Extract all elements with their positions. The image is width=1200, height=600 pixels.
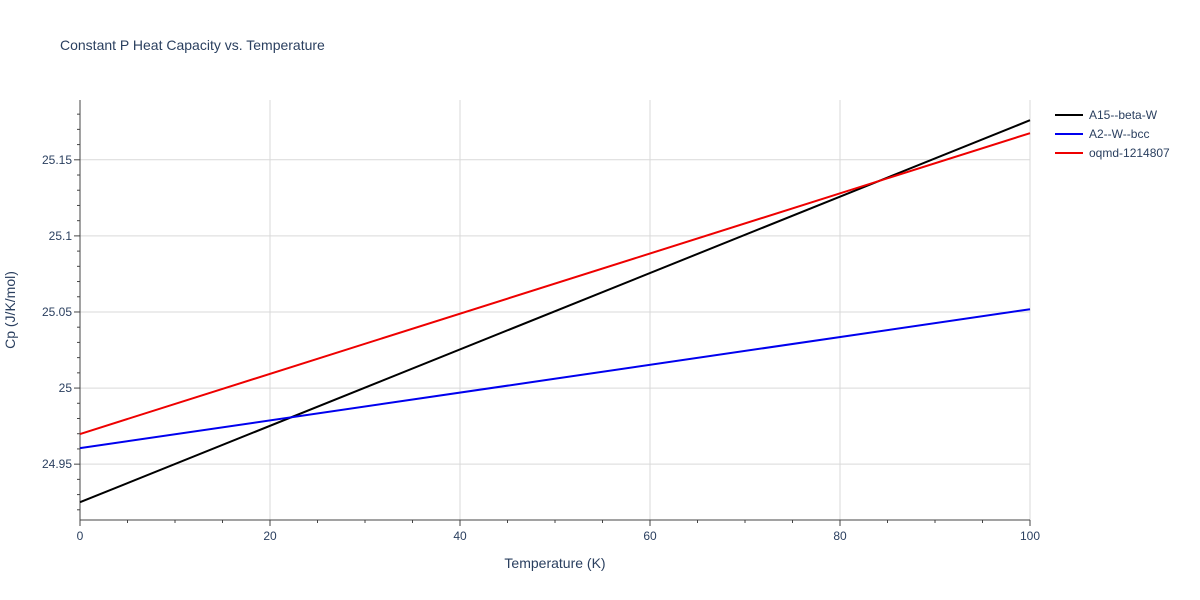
x-axis-title: Temperature (K) — [504, 555, 605, 571]
series-line-3 — [79, 132, 1031, 435]
y-axis-title: Cp (J/K/mol) — [2, 271, 18, 349]
legend-label: A15--beta-W — [1089, 108, 1158, 122]
axes: 0 20 40 60 80 100 24.95 25 25.05 25.1 25.15 — [42, 100, 1040, 543]
y-tick-label: 25.1 — [49, 229, 73, 243]
series-line-2 — [79, 308, 1031, 450]
y-tick-label: 25 — [59, 381, 73, 395]
x-tick-label: 60 — [643, 529, 657, 543]
legend[interactable]: A15--beta-W A2--W--bcc oqmd-1214807 — [1055, 108, 1170, 160]
x-tick-label: 100 — [1020, 529, 1040, 543]
x-tick-label: 80 — [833, 529, 847, 543]
grid — [80, 100, 1031, 520]
series-lines — [79, 119, 1031, 504]
chart-title: Constant P Heat Capacity vs. Temperature — [60, 37, 325, 53]
x-tick-label: 40 — [453, 529, 467, 543]
x-tick-label: 20 — [263, 529, 277, 543]
y-tick-label: 25.05 — [42, 305, 72, 319]
y-tick-label: 24.95 — [42, 457, 72, 471]
x-tick-label: 0 — [77, 529, 84, 543]
legend-label: A2--W--bcc — [1089, 127, 1149, 141]
legend-item[interactable]: A15--beta-W — [1055, 108, 1158, 122]
legend-label: oqmd-1214807 — [1089, 146, 1170, 160]
legend-item[interactable]: A2--W--bcc — [1055, 127, 1149, 141]
y-tick-label: 25.15 — [42, 153, 72, 167]
legend-item[interactable]: oqmd-1214807 — [1055, 146, 1170, 160]
